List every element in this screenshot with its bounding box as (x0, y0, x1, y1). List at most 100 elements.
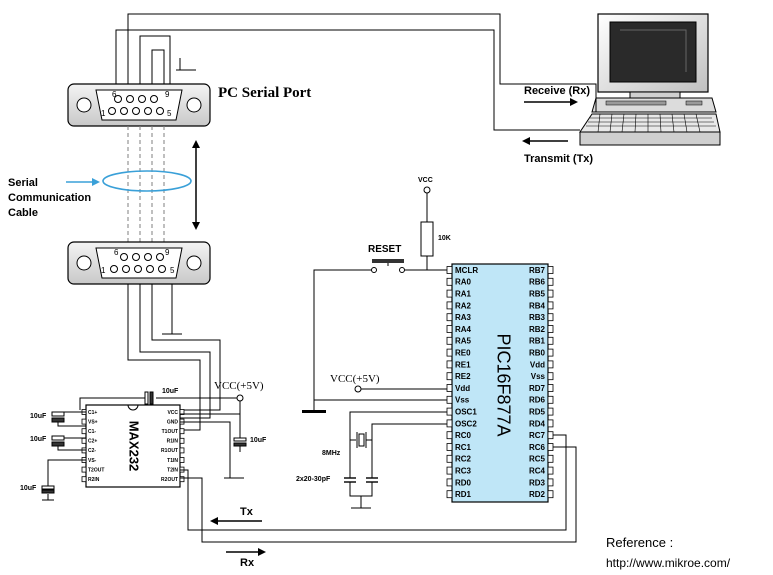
chip-pin (547, 348, 554, 357)
chip-pin-label: C2- (88, 448, 96, 454)
chip-pin-label: C2+ (88, 439, 97, 445)
db9-bottom-pin9: 9 (165, 248, 170, 257)
pic-left-pins: MCLR RA0 RA1 RA2 RA3 RA4 RA5 RE0 RE1 RE2 Vdd Vss OSC… (446, 266, 478, 499)
chip-pin (547, 443, 554, 451)
pic16f877a-chip (451, 263, 549, 503)
pc-link-wires (115, 13, 597, 131)
rx-label: Rx (240, 557, 255, 569)
chip-pin-label: VS- (88, 458, 97, 464)
crystal-8mhz (356, 432, 367, 448)
chip-pin-label: RC4 (529, 466, 546, 475)
cap-label-1: 10uF (30, 413, 47, 420)
chip-pin (547, 266, 554, 274)
capacitor-c1 (51, 411, 65, 423)
chip-pin (179, 457, 185, 463)
chip-pin (547, 395, 554, 404)
chip-pin (446, 490, 453, 499)
max232-label: MAX232 (127, 421, 142, 472)
chip-pin (446, 407, 453, 416)
chip-pin (81, 476, 87, 483)
chip-pin (547, 313, 554, 322)
chip-pin-label: Vdd (455, 384, 470, 393)
chip-pin (547, 301, 554, 310)
chip-pin (446, 372, 453, 381)
chip-pin (446, 384, 453, 392)
db9-top-pin6: 6 (112, 90, 117, 99)
chip-pin-label: T2IN (167, 467, 178, 473)
chip-pin (446, 325, 453, 333)
chip-pin (446, 336, 453, 345)
chip-pin-label: RD4 (529, 419, 546, 428)
chip-pin (446, 466, 453, 475)
chip-pin-label: R2OUT (161, 477, 178, 483)
receive-label: Receive (Rx) (524, 85, 590, 97)
chip-pin-label: RB7 (529, 266, 546, 275)
pic-power-wiring (314, 388, 447, 401)
chip-pin (547, 289, 554, 298)
cap-label-2: 10uF (30, 436, 47, 443)
tx-label: Tx (240, 506, 254, 518)
chip-pin-label: RC2 (455, 455, 472, 464)
cable-length-arrow (192, 140, 200, 230)
cable-pointer-arrow (66, 178, 100, 186)
load-capacitors (344, 477, 378, 488)
chip-pin (179, 476, 185, 483)
chip-pin (547, 372, 554, 381)
chip-pin-label: RA4 (455, 325, 472, 334)
db9-to-max232-wires (127, 284, 221, 431)
chip-pin-label: RE1 (455, 360, 471, 369)
chip-pin (446, 395, 453, 404)
chip-pin-label: RC5 (529, 455, 546, 464)
chip-pin (81, 437, 87, 444)
chip-pin-label: RB2 (529, 325, 546, 334)
chip-pin-label: OSC2 (455, 419, 477, 428)
chip-pin-label: RD1 (455, 490, 472, 499)
vcc-node-top (423, 186, 431, 194)
reset-label: RESET (368, 244, 401, 255)
chip-pin (547, 478, 554, 487)
capacitor-c2 (51, 435, 65, 447)
chip-pin (547, 419, 554, 428)
db9-connector-top: 6 9 1 5 (67, 83, 211, 127)
vcc5-label-max232: VCC(+5V) (214, 380, 264, 392)
max232-chip: MAX232 (85, 404, 181, 488)
chip-pin-label: VCC (167, 410, 178, 416)
db9-connector-bottom: 6 9 1 5 (67, 241, 211, 285)
chip-pin-label: RB4 (529, 301, 546, 310)
pic-right-pins: RB7 RB6 RB5 RB4 RB3 RB2 RB1 RB0 Vdd Vss RD7 RD6 RD5 R… (529, 266, 554, 499)
chip-pin (446, 301, 453, 310)
cable-ring (102, 170, 192, 192)
chip-pin (81, 418, 87, 425)
chip-pin-label: Vdd (530, 360, 545, 369)
chip-pin-label: RD3 (529, 478, 546, 487)
chip-pin (446, 266, 453, 274)
chip-pin-label: RC3 (455, 466, 472, 475)
serial-cable-label-1: Serial (8, 177, 38, 189)
chip-pin (179, 437, 185, 444)
chip-pin-label: C1- (88, 429, 96, 435)
chip-pin (547, 466, 554, 475)
chip-pin-label: C1+ (88, 410, 97, 416)
vcc-node-pic (354, 385, 362, 393)
chip-pin-label: VS+ (88, 419, 98, 425)
db9-top-pin5: 5 (167, 109, 172, 118)
chip-pin-label: RD6 (529, 396, 546, 405)
serial-cable-label-2: Communication (8, 192, 91, 204)
chip-pin-label: MCLR (455, 266, 478, 275)
chip-pin-label: RA0 (455, 278, 472, 287)
chip-pin-label: RD2 (529, 490, 546, 499)
chip-pin (81, 466, 87, 473)
rx-arrow (226, 548, 266, 556)
chip-pin (179, 428, 185, 435)
pc-serial-port-label: PC Serial Port (218, 85, 311, 101)
chip-pin (446, 454, 453, 463)
chip-pin-label: RB0 (529, 348, 546, 357)
chip-pin (446, 431, 453, 440)
reference-label: Reference : (606, 535, 673, 550)
max232-right-pins: VCC GND T1OUT R1IN R1OUT T1IN T2IN R2OUT (161, 409, 185, 483)
chip-pin-label: RA2 (455, 301, 472, 310)
chip-pin (179, 447, 185, 454)
chip-pin (547, 431, 554, 440)
chip-pin-label: Vss (455, 396, 470, 405)
